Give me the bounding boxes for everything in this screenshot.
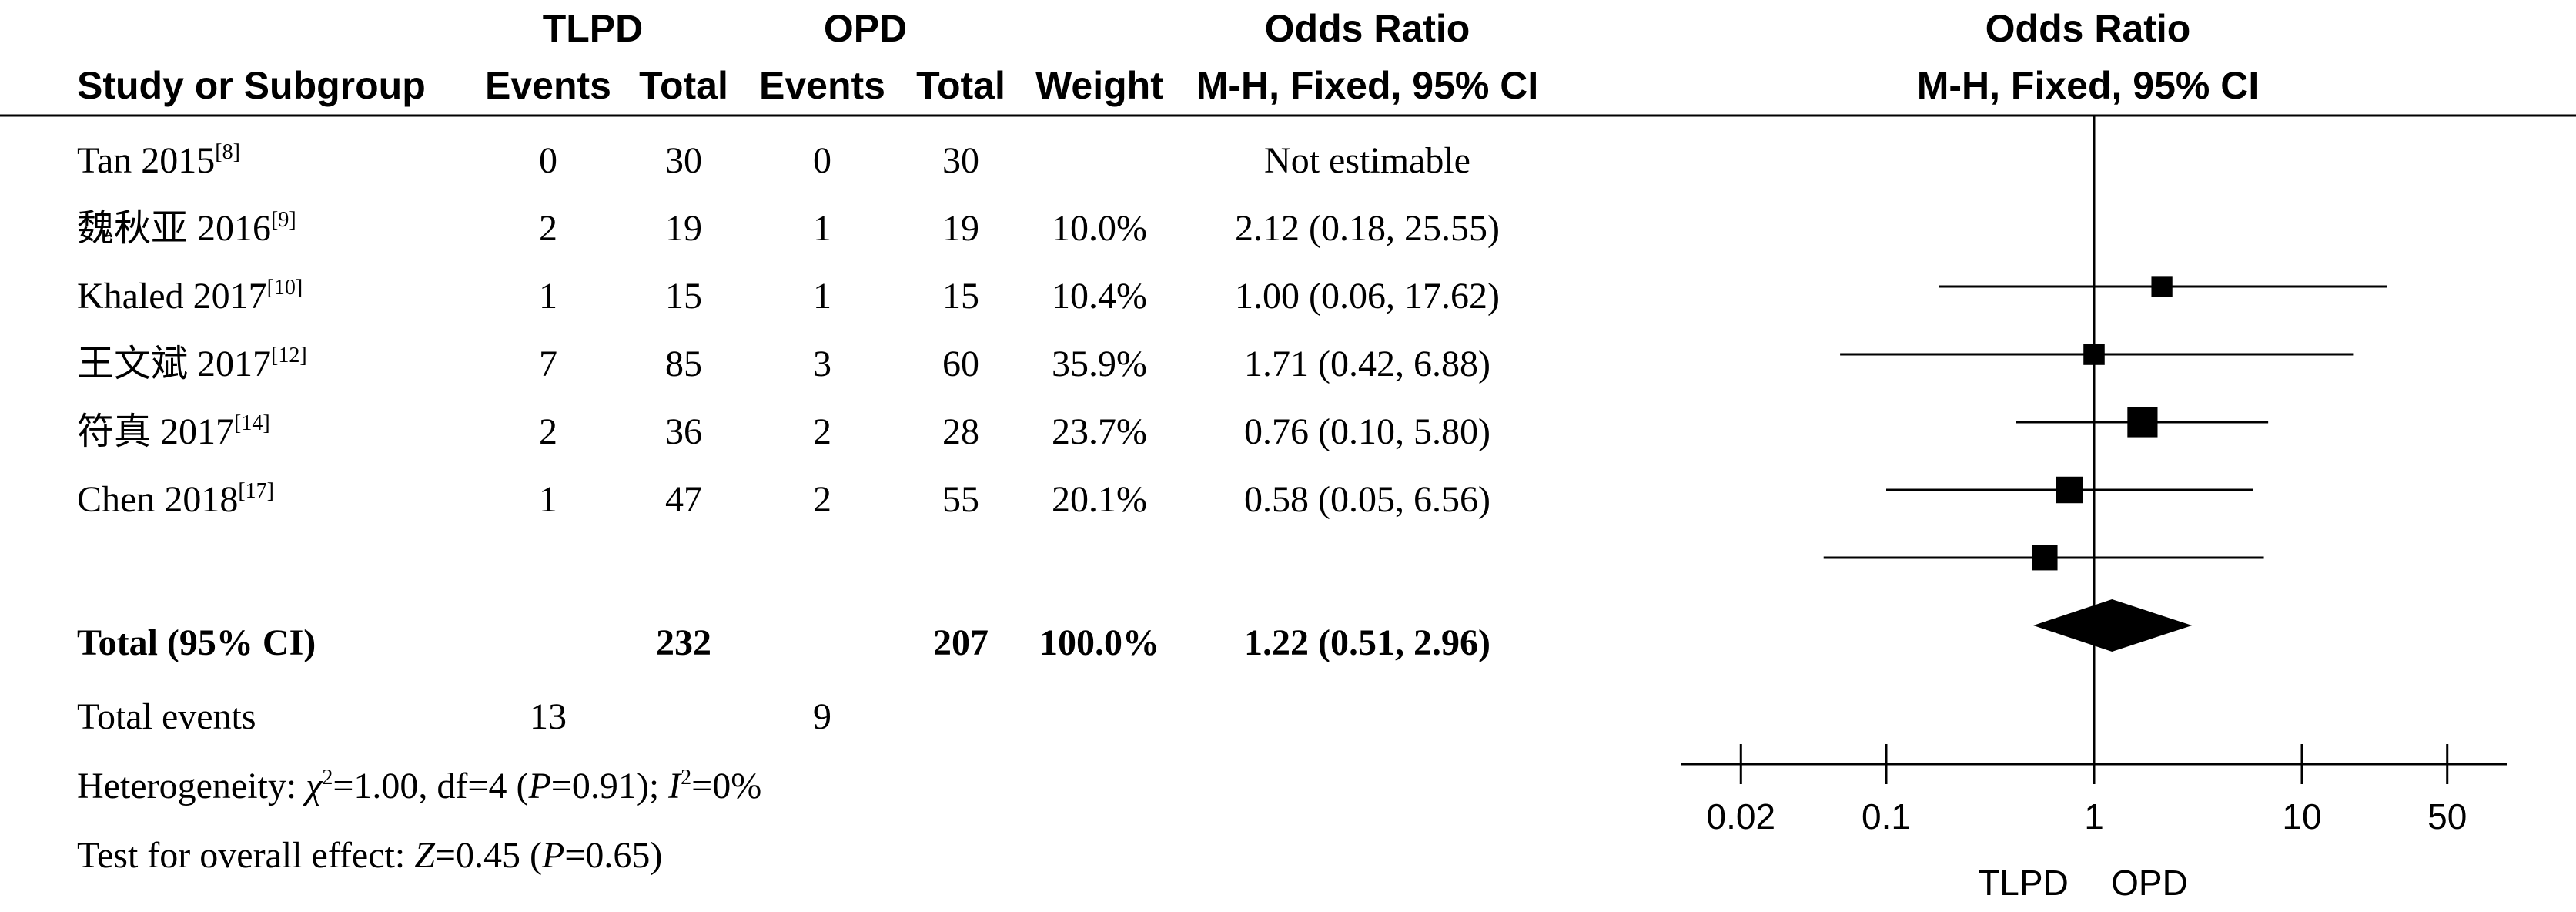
study-row: Khaled 2017[10] 1 15 1 15 10.4% 1.00 (0.06, 17… [77, 276, 1500, 317]
opd-total-header: Total [916, 64, 1005, 107]
opd-total: 19 [942, 208, 979, 249]
study-row: 符真 2017[14] 2 36 2 28 23.7% 0.76 (0.10, 5.80) [77, 411, 1490, 452]
opd-events: 0 [813, 140, 831, 181]
ci-text: 1.71 (0.42, 6.88) [1244, 344, 1490, 384]
group2-header: OPD [824, 7, 907, 50]
tlpd-total-header: Total [639, 64, 728, 107]
point-estimate-square [2127, 407, 2158, 438]
total-ci-text: 1.22 (0.51, 2.96) [1244, 622, 1490, 663]
opd-events: 2 [813, 479, 831, 520]
tlpd-total: 15 [665, 276, 702, 317]
total-opd: 207 [933, 622, 989, 663]
study-row: 魏秋亚 2016[9] 2 19 1 19 10.0% 2.12 (0.18, 25.55) [77, 208, 1500, 249]
overall-effect-text: Test for overall effect: Z=0.45 (P=0.65) [77, 835, 662, 876]
study-name: Chen 2018[17] [77, 479, 274, 520]
tick-label: 50 [2427, 796, 2467, 837]
group1-header: TLPD [543, 7, 644, 50]
tlpd-total: 85 [665, 344, 702, 384]
total-events-opd: 9 [813, 696, 831, 737]
tick-label: 0.1 [1862, 796, 1911, 837]
total-label: Total (95% CI) [77, 622, 316, 663]
total-events-tlpd: 13 [530, 696, 567, 737]
tlpd-total: 36 [665, 411, 702, 452]
point-estimate-square [2032, 545, 2058, 571]
ci-lines [1823, 276, 2387, 571]
pooled-diamond [2033, 599, 2193, 652]
ci-text: Not estimable [1264, 140, 1470, 181]
tlpd-events: 0 [539, 140, 557, 181]
favours-left-label: TLPD [1978, 863, 2069, 903]
total-tlpd: 232 [656, 622, 711, 663]
opd-total: 15 [942, 276, 979, 317]
opd-total: 60 [942, 344, 979, 384]
weight-header: Weight [1035, 64, 1163, 107]
or-method-header: M-H, Fixed, 95% CI [1196, 64, 1539, 107]
weight-value: 20.1% [1052, 479, 1147, 520]
tlpd-events-header: Events [485, 64, 611, 107]
opd-total: 55 [942, 479, 979, 520]
or-title-header: Odds Ratio [1265, 7, 1470, 50]
tlpd-total: 19 [665, 208, 702, 249]
study-name: Khaled 2017[10] [77, 276, 303, 317]
x-axis-ticks: 0.02 0.1 1 10 50 [1707, 744, 2467, 837]
total-events-label: Total events [77, 696, 256, 737]
study-row: Chen 2018[17] 1 47 2 55 20.1% 0.58 (0.05, 6.56… [77, 479, 1490, 520]
study-header: Study or Subgroup [77, 64, 426, 107]
tlpd-events: 1 [539, 276, 557, 317]
tick-label: 10 [2282, 796, 2321, 837]
plot-method-header: M-H, Fixed, 95% CI [1917, 64, 2260, 107]
plot-area: 0.02 0.1 1 10 50 TLPD OPD [1681, 116, 2507, 903]
weight-value: 10.0% [1052, 208, 1147, 249]
opd-events: 3 [813, 344, 831, 384]
study-name: Tan 2015[8] [77, 140, 240, 181]
opd-total: 30 [942, 140, 979, 181]
tlpd-total: 30 [665, 140, 702, 181]
total-weight: 100.0% [1039, 622, 1159, 663]
point-estimate-square [2151, 276, 2173, 297]
tlpd-total: 47 [665, 479, 702, 520]
weight-value: 23.7% [1052, 411, 1147, 452]
tlpd-events: 2 [539, 208, 557, 249]
weight-value: 10.4% [1052, 276, 1147, 317]
study-row: Tan 2015[8] 0 30 0 30 Not estimable [77, 140, 1470, 181]
tlpd-events: 7 [539, 344, 557, 384]
opd-events: 2 [813, 411, 831, 452]
ci-text: 0.58 (0.05, 6.56) [1244, 479, 1490, 520]
total-row: Total (95% CI) 232 207 100.0% 1.22 (0.51… [77, 622, 1490, 663]
opd-events-header: Events [759, 64, 885, 107]
opd-total: 28 [942, 411, 979, 452]
heterogeneity-text: Heterogeneity: χ2=1.00, df=4 (P=0.91); I… [77, 766, 761, 806]
ci-text: 0.76 (0.10, 5.80) [1244, 411, 1490, 452]
tick-label: 0.02 [1707, 796, 1776, 837]
tlpd-events: 1 [539, 479, 557, 520]
opd-events: 1 [813, 276, 831, 317]
weight-value: 35.9% [1052, 344, 1147, 384]
study-name: 魏秋亚 2016[9] [77, 208, 296, 249]
favours-right-label: OPD [2111, 863, 2188, 903]
study-row: 王文斌 2017[12] 7 85 3 60 35.9% 1.71 (0.42, 6.88) [77, 344, 1490, 384]
point-estimate-square [2083, 344, 2105, 365]
ci-text: 2.12 (0.18, 25.55) [1235, 208, 1500, 249]
opd-events: 1 [813, 208, 831, 249]
plot-title-header: Odds Ratio [1986, 7, 2191, 50]
tlpd-events: 2 [539, 411, 557, 452]
tick-label: 1 [2084, 796, 2104, 837]
study-name: 王文斌 2017[12] [77, 344, 307, 384]
study-name: 符真 2017[14] [77, 411, 270, 452]
point-estimate-square [2056, 476, 2083, 504]
study-rows: Tan 2015[8] 0 30 0 30 Not estimable 魏秋亚 2016[9… [77, 140, 1500, 520]
ci-text: 1.00 (0.06, 17.62) [1235, 276, 1500, 317]
